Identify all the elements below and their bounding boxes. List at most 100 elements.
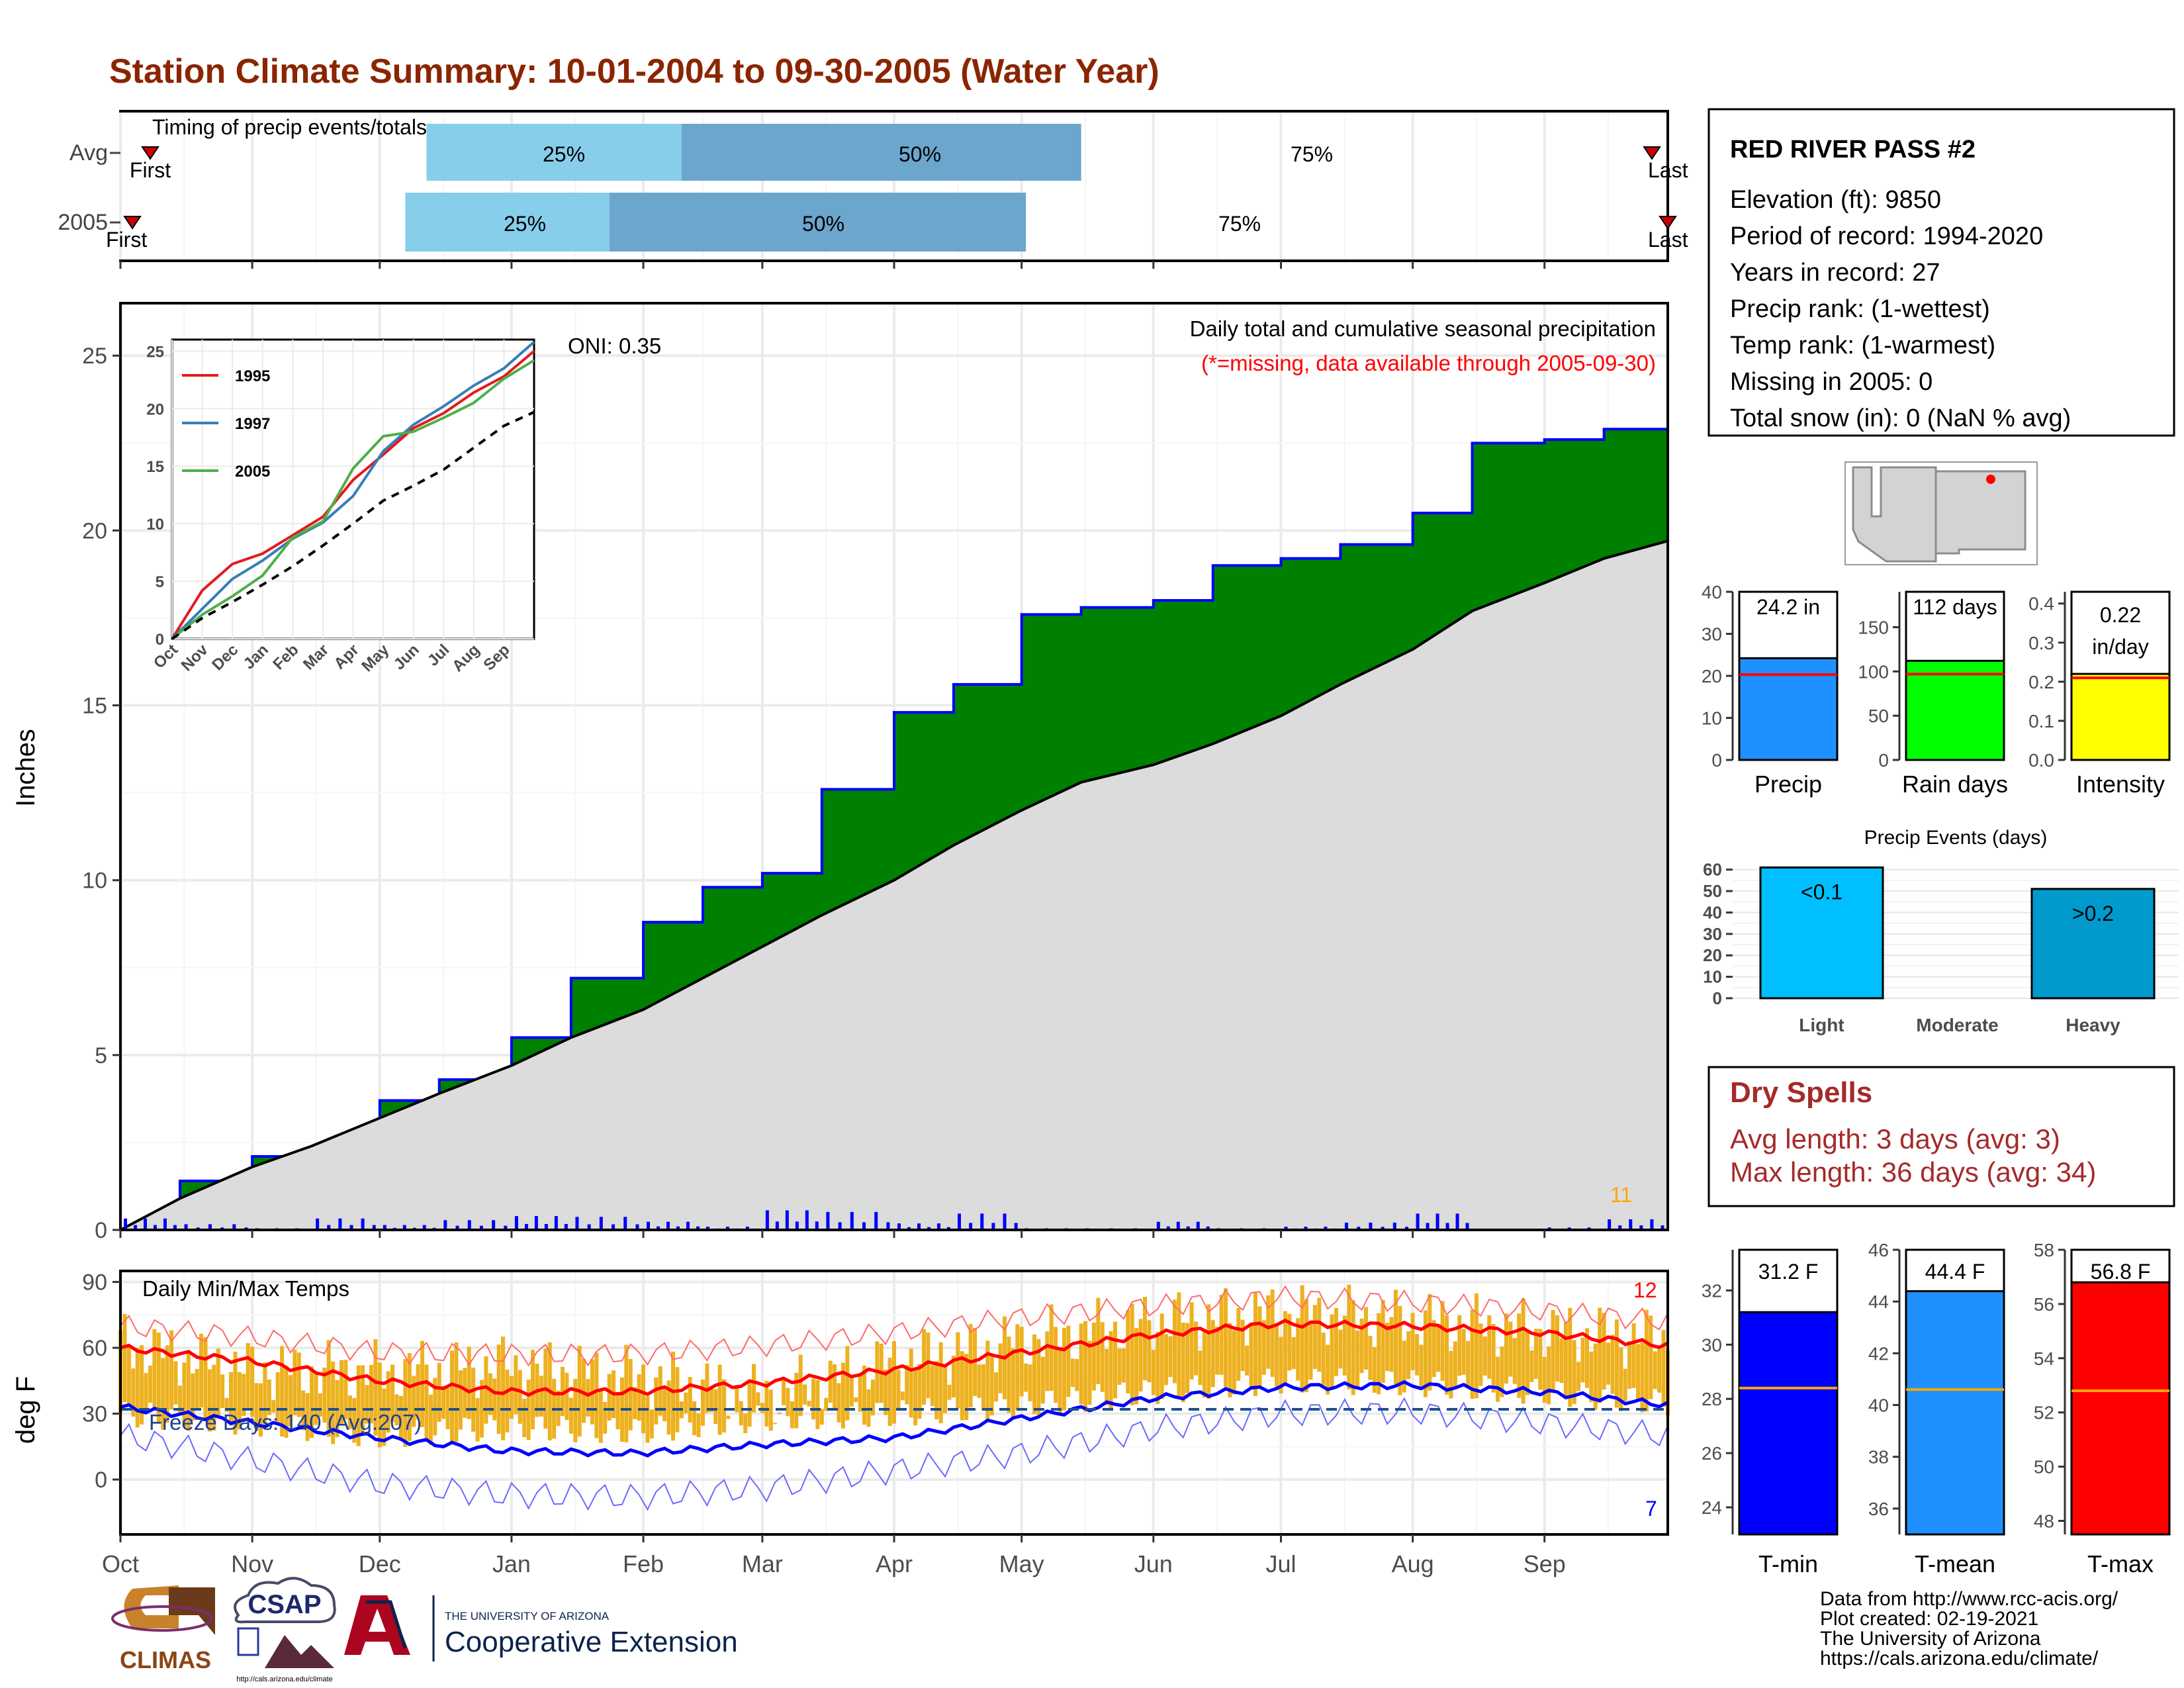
daily-temp-range-bar (1062, 1327, 1066, 1411)
daily-temp-range-bar (445, 1387, 450, 1430)
temp-y-axis-label: deg F (11, 1376, 40, 1444)
daily-temp-range-bar (246, 1342, 250, 1409)
daily-temp-range-bar (488, 1373, 492, 1415)
daily-temp-range-bar (1091, 1323, 1096, 1391)
daily-temp-range-bar (1147, 1320, 1152, 1383)
daily-precip-bar (173, 1225, 177, 1230)
summary-value-label: 112 days (1913, 595, 1997, 619)
daily-temp-range-bar (892, 1341, 896, 1424)
daily-temp-range-bar (790, 1401, 794, 1429)
daily-temp-range-bar (1151, 1350, 1156, 1395)
daily-temp-range-bar (305, 1393, 310, 1441)
daily-temp-range-bar (735, 1385, 739, 1413)
events-y-tick-label: 50 (1703, 881, 1722, 901)
precip-panel: 0 5 10 15 20 25 Inches Daily total and cumula… (11, 302, 1669, 1243)
inset-series-line (171, 350, 535, 640)
daily-temp-range-bar (1563, 1322, 1568, 1396)
daily-precip-bar (1465, 1223, 1469, 1230)
daily-temp-range-bar (1512, 1338, 1517, 1384)
daily-temp-range-bar (424, 1364, 429, 1440)
avg-p75-label: 75% (1291, 142, 1333, 166)
inset-y-tick-label: 10 (146, 516, 164, 534)
daily-temp-range-bar (322, 1367, 327, 1423)
dry-spells-avg: Avg length: 3 days (avg: 3) (1730, 1123, 2060, 1154)
last-label-2005: Last (1648, 228, 1688, 252)
daily-temp-range-bar (841, 1362, 845, 1429)
footer-line: https://cals.arizona.edu/climate/ (1820, 1648, 2099, 1669)
daily-temp-range-bar (1245, 1345, 1250, 1376)
daily-temp-range-bar (768, 1389, 773, 1431)
daily-temp-range-bar (1593, 1343, 1598, 1410)
temp-summary-bar (1905, 1290, 2005, 1536)
daily-temp-range-bar (1398, 1305, 1402, 1395)
y-tick-label: 5 (95, 1043, 107, 1068)
daily-precip-bar (676, 1226, 680, 1230)
daily-temp-range-bar (203, 1337, 208, 1420)
daily-precip-bar (534, 1216, 538, 1230)
daily-temp-range-bar (254, 1383, 259, 1431)
daily-precip-bar (1435, 1213, 1439, 1230)
daily-temp-range-bar (726, 1415, 731, 1419)
daily-temp-range-bar (926, 1332, 931, 1399)
daily-temp-range-bar (1466, 1340, 1471, 1387)
daily-precip-bar (564, 1224, 568, 1230)
inset-legend-label: 1997 (235, 415, 270, 433)
summary-y-tick-label: 30 (1702, 624, 1722, 645)
temp-min-count: 7 (1645, 1497, 1657, 1521)
daily-precip-bar (725, 1227, 729, 1230)
events-y-tick-label: 20 (1703, 945, 1722, 965)
daily-precip-bar (666, 1221, 670, 1230)
daily-temp-range-bar (1555, 1315, 1559, 1382)
daily-temp-range-bar (416, 1364, 420, 1420)
daily-temp-range-bar (1100, 1322, 1105, 1392)
daily-temp-range-bar (1054, 1327, 1058, 1403)
daily-temp-range-bar (428, 1394, 433, 1445)
timing-bar-50-75 (609, 193, 1026, 252)
daily-precip-bar (1369, 1222, 1373, 1230)
timing-row-label-avg: Avg (69, 140, 108, 165)
month-label: Jan (492, 1550, 531, 1577)
daily-temp-range-bar (165, 1345, 169, 1423)
daily-temp-range-bar (1330, 1314, 1334, 1390)
daily-temp-range-bar (505, 1370, 510, 1432)
daily-temp-range-bar (1019, 1327, 1024, 1397)
daily-temp-range-bar (624, 1344, 629, 1442)
daily-temp-range-bar (1164, 1334, 1169, 1385)
daily-precip-bar (349, 1225, 353, 1230)
daily-temp-range-bar (1606, 1342, 1611, 1385)
daily-temp-range-bar (586, 1379, 590, 1417)
avg-min-line (120, 1380, 1669, 1458)
daily-temp-range-bar (921, 1329, 926, 1405)
daily-precip-bar (163, 1218, 167, 1230)
daily-temp-range-bar (1568, 1307, 1572, 1407)
daily-temp-range-bar (296, 1352, 301, 1417)
daily-temp-range-bar (195, 1369, 199, 1409)
daily-temp-range-bar (1598, 1307, 1602, 1403)
month-label: Feb (623, 1550, 664, 1577)
daily-temp-range-bar (140, 1345, 144, 1425)
daily-temp-range-bar (1614, 1319, 1619, 1408)
daily-temp-range-bar (1355, 1330, 1360, 1387)
temp-summary-bar (1738, 1311, 1839, 1536)
daily-temp-range-bar (1657, 1349, 1662, 1393)
daily-precip-bar (455, 1225, 459, 1230)
daily-temp-range-bar (977, 1364, 981, 1398)
daily-temp-range-bar (1015, 1324, 1020, 1411)
daily-precip-bar (850, 1211, 854, 1230)
daily-temp-range-bar (1198, 1350, 1203, 1385)
daily-precip-bar (133, 1225, 137, 1230)
daily-temp-range-bar (356, 1365, 361, 1446)
daily-temp-range-bar (696, 1413, 701, 1438)
daily-temp-range-bar (1496, 1356, 1500, 1402)
daily-temp-range-bar (377, 1362, 382, 1448)
temp-summary-category-label: T-max (2087, 1550, 2154, 1577)
daily-temp-range-bar (514, 1355, 518, 1415)
summary-y-tick-label: 100 (1858, 661, 1889, 682)
daily-temp-range-bar (1300, 1285, 1304, 1393)
daily-precip-bar (184, 1224, 188, 1230)
daily-temp-range-bar (798, 1354, 803, 1416)
daily-temp-range-bar (1500, 1346, 1504, 1397)
daily-temp-range-bar (773, 1423, 778, 1425)
daily-temp-range-bar (394, 1394, 399, 1426)
